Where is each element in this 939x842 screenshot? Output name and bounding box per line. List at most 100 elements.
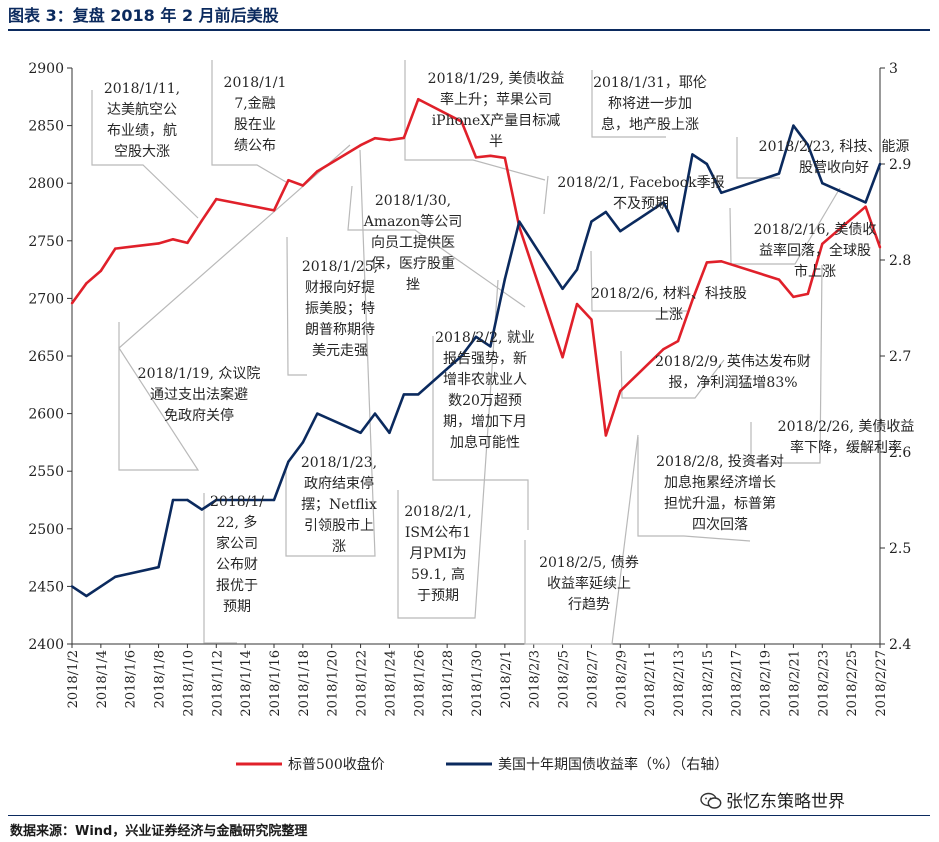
- annotation-text-a-0202: 报告强势，新: [443, 351, 527, 367]
- series-point-1: [792, 124, 795, 127]
- annotation-text-a-0111: 2018/1/11,: [104, 81, 180, 97]
- series-point-1: [417, 393, 420, 396]
- annotation-text-a-0130: 挫: [406, 277, 420, 293]
- x-tick-label: 2018/1/2: [66, 650, 81, 708]
- left-tick-label: 2500: [28, 522, 64, 538]
- annotation-text-a-0201ism: 月PMI为: [409, 546, 466, 562]
- x-tick-label: 2018/2/7: [585, 650, 600, 708]
- x-tick-label: 2018/2/23: [816, 650, 831, 717]
- figure-title: 图表 3：复盘 2018 年 2 月前后美股: [8, 6, 279, 25]
- annotation-text-a-0208: 加息拖累经济增长: [664, 474, 776, 491]
- annotation-text-a-0111: 达美航空公: [107, 102, 177, 118]
- series-point-1: [359, 431, 362, 434]
- annotation-leader-line: [118, 144, 351, 471]
- series-point-1: [215, 498, 218, 502]
- series-point-0: [171, 238, 175, 241]
- series-point-0: [70, 302, 74, 305]
- series-point-0: [373, 136, 377, 140]
- series-point-0: [821, 242, 824, 246]
- annotation-text-a-0122: 2018/1/: [210, 494, 264, 510]
- annotation-leader-line: [203, 493, 237, 644]
- series-point-1: [604, 210, 608, 214]
- annotation-text-a-0208: 四次回落: [692, 517, 748, 533]
- annotation-text-a-0119: 2018/1/19, 众议院: [138, 366, 261, 382]
- annotation-text-a-0201ism: 59.1, 高: [411, 566, 465, 583]
- series-point-1: [171, 498, 175, 502]
- annotation-leader-line: [404, 60, 546, 181]
- annotation-text-a-0125: 朗普称期待: [305, 322, 375, 338]
- annotation-text-a-0223: 股营收向好: [799, 160, 869, 176]
- annotation-text-a-0125: 美元走强: [312, 343, 368, 359]
- series-point-0: [561, 356, 564, 359]
- series-point-1: [272, 498, 276, 502]
- watermark: 张忆东策略世界: [700, 787, 845, 812]
- x-tick-label: 2018/2/21: [787, 650, 802, 717]
- x-tick-label: 2018/2/17: [730, 650, 745, 717]
- annotation-text-a-0202: 2018/2/2, 就业: [435, 330, 535, 346]
- annotation-text-a-0226: 2018/2/26, 美债收益: [778, 419, 915, 435]
- series-point-0: [272, 209, 276, 212]
- series-point-1: [316, 412, 319, 415]
- series-point-0: [720, 260, 723, 263]
- series-point-1: [301, 441, 305, 444]
- x-tick-label: 2018/2/3: [528, 650, 543, 708]
- annotation-text-a-0129: 2018/1/29, 美债收益: [428, 71, 565, 87]
- x-tick-label: 2018/2/25: [845, 650, 860, 717]
- annotation-text-a-0216: 市上涨: [794, 263, 836, 280]
- x-tick-label: 2018/1/10: [181, 650, 196, 717]
- x-tick-label: 2018/2/1: [499, 650, 514, 708]
- annotation-text-a-0202: 数20万超预: [448, 393, 522, 409]
- x-tick-label: 2018/2/9: [614, 650, 629, 708]
- annotation-text-a-0122: 22, 多: [217, 514, 258, 531]
- left-tick-label: 2650: [28, 349, 64, 365]
- series-point-0: [186, 241, 189, 245]
- wechat-icon: [700, 792, 722, 809]
- series-point-1: [590, 220, 593, 223]
- title-rule: [8, 29, 930, 31]
- series-point-1: [85, 594, 88, 598]
- annotation-text-a-0201fb: 不及预期: [613, 196, 669, 212]
- annotation-text-a-0123: 引领股市上: [304, 517, 374, 534]
- x-tick-label: 2018/1/26: [412, 650, 427, 717]
- annotation-text-a-0208: 2018/2/8, 投资者对: [656, 454, 784, 470]
- x-tick-label: 2018/2/27: [874, 650, 889, 717]
- series-point-1: [662, 201, 665, 204]
- series-point-0: [590, 318, 593, 321]
- annotation-text-a-0123: 摆；Netflix: [301, 497, 377, 513]
- series-point-1: [200, 508, 204, 511]
- annotation-text-a-0129: iPhoneX产量目标减: [432, 113, 561, 129]
- x-tick-label: 2018/2/15: [701, 650, 716, 717]
- left-tick-label: 2600: [28, 407, 64, 423]
- series-point-1: [821, 182, 824, 185]
- annotation-text-a-0125: 财报向好提: [305, 280, 375, 296]
- series-point-1: [864, 201, 867, 204]
- annotation-text-a-0130: 保，医疗股重: [371, 256, 455, 272]
- x-tick-label: 2018/1/6: [124, 650, 139, 708]
- annotation-text-a-0216: 益率回落，全球股: [759, 242, 871, 259]
- x-tick-label: 2018/1/16: [268, 650, 283, 717]
- legend-label-1: 美国十年期国债收益率（%）（右轴）: [498, 756, 728, 773]
- annotation-text-a-0209: 报，净利润猛增83%: [668, 375, 797, 391]
- series-point-1: [720, 191, 723, 194]
- annotation-text-a-0111: 布业绩，航: [107, 123, 177, 139]
- series-point-0: [878, 246, 882, 249]
- annotation-text-a-0201ism: 于预期: [417, 588, 459, 604]
- annotation-text-a-0122: 预期: [223, 599, 251, 615]
- series-point-1: [474, 335, 478, 338]
- series-point-0: [777, 278, 781, 281]
- x-tick-label: 2018/1/18: [297, 650, 312, 717]
- series-point-0: [99, 269, 103, 273]
- series-point-0: [460, 120, 463, 123]
- annotation-text-a-0201ism: 2018/2/1,: [404, 504, 471, 520]
- series-point-0: [114, 247, 117, 250]
- annotation-text-a-0123: 政府结束停: [304, 475, 374, 492]
- series-point-0: [662, 347, 665, 351]
- series-point-0: [691, 298, 694, 302]
- left-tick-label: 2700: [28, 291, 64, 307]
- chart-legend: 标普500收盘价 美国十年期国债收益率（%）（右轴）: [236, 756, 728, 773]
- series-point-1: [186, 498, 189, 502]
- legend-label-0: 标普500收盘价: [288, 756, 385, 773]
- series-point-1: [99, 585, 103, 588]
- annotation-text-a-0125: 振美股；特: [305, 301, 375, 317]
- series-point-1: [503, 278, 507, 281]
